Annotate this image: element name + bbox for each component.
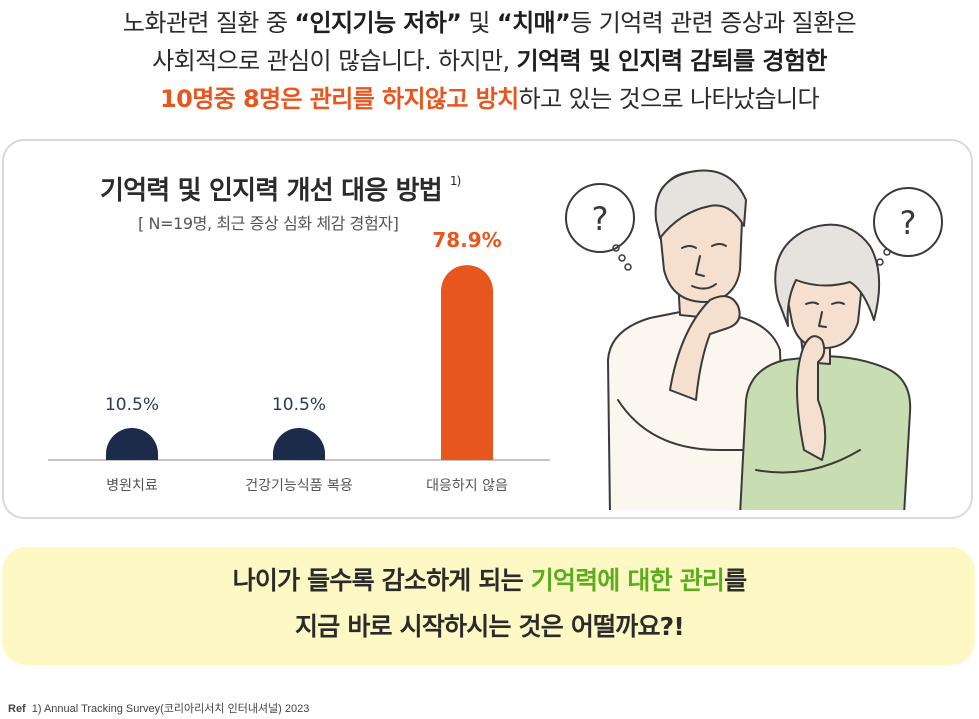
cta-text: 지금 바로 시작하시는 것은 어떨까요?! [295,612,685,641]
headline-text: 및 [461,9,497,37]
bar-3 [441,265,493,460]
call-to-action-text: 나이가 들수록 감소하게 되는 기억력에 대한 관리를 지금 바로 시작하시는 … [0,558,979,650]
elderly-woman [739,223,912,510]
headline-text: 등 기억력 관련 증상과 질환은 [570,9,857,37]
bar-value-label: 10.5% [272,395,326,415]
elderly-man [607,169,786,510]
headline-highlight: “치매” [496,9,571,37]
chart-title-ref: 1) [449,174,461,188]
bar-value-label: 10.5% [105,395,159,415]
call-to-action-box [2,547,975,665]
thought-bubble-right: ? [873,187,943,266]
cta-text: 를 [724,566,747,595]
headline-text: 노화관련 질환 중 [122,9,295,37]
chart-title: 기억력 및 인지력 개선 대응 방법 1) [100,170,461,207]
bar-value-label: 78.9% [432,228,501,252]
thought-bubble-left: ? [565,183,635,271]
bubble-question-mark: ? [900,204,917,242]
headline-accent: 10명중 8명은 관리를 하지않고 방치 [160,85,519,113]
category-label: 대응하지 않음 [426,478,508,494]
cta-highlight: 기억력에 대한 관리 [530,566,725,595]
bar-1 [106,428,158,460]
category-label: 병원치료 [106,478,158,494]
reference-text: 1) Annual Tracking Survey(코리아리서치 인터내셔널) … [31,703,310,715]
elderly-couple-illustration: ? ? [565,169,943,510]
headline-highlight: 기억력 및 인지력 감퇴를 경험한 [516,47,828,75]
reference-note: Ref 1) Annual Tracking Survey(코리아리서치 인터내셔… [8,700,309,716]
category-label: 건강기능식품 복용 [245,478,353,494]
headline-text: 사회적으로 관심이 많습니다. 하지만, [152,47,517,75]
headline: 노화관련 질환 중 “인지기능 저하” 및 “치매”등 기억력 관련 증상과 질… [0,4,979,118]
headline-highlight: “인지기능 저하” [294,9,462,37]
reference-label: Ref [8,703,26,715]
chart-title-text: 기억력 및 인지력 개선 대응 방법 [100,176,443,206]
bubble-question-mark: ? [592,200,609,238]
bar-2 [273,428,325,460]
headline-text: 하고 있는 것으로 나타났습니다 [518,85,820,113]
cta-text: 나이가 들수록 감소하게 되는 [232,566,531,595]
chart-subtitle: [ N=19명, 최근 증상 심화 체감 경험자] [138,214,399,233]
